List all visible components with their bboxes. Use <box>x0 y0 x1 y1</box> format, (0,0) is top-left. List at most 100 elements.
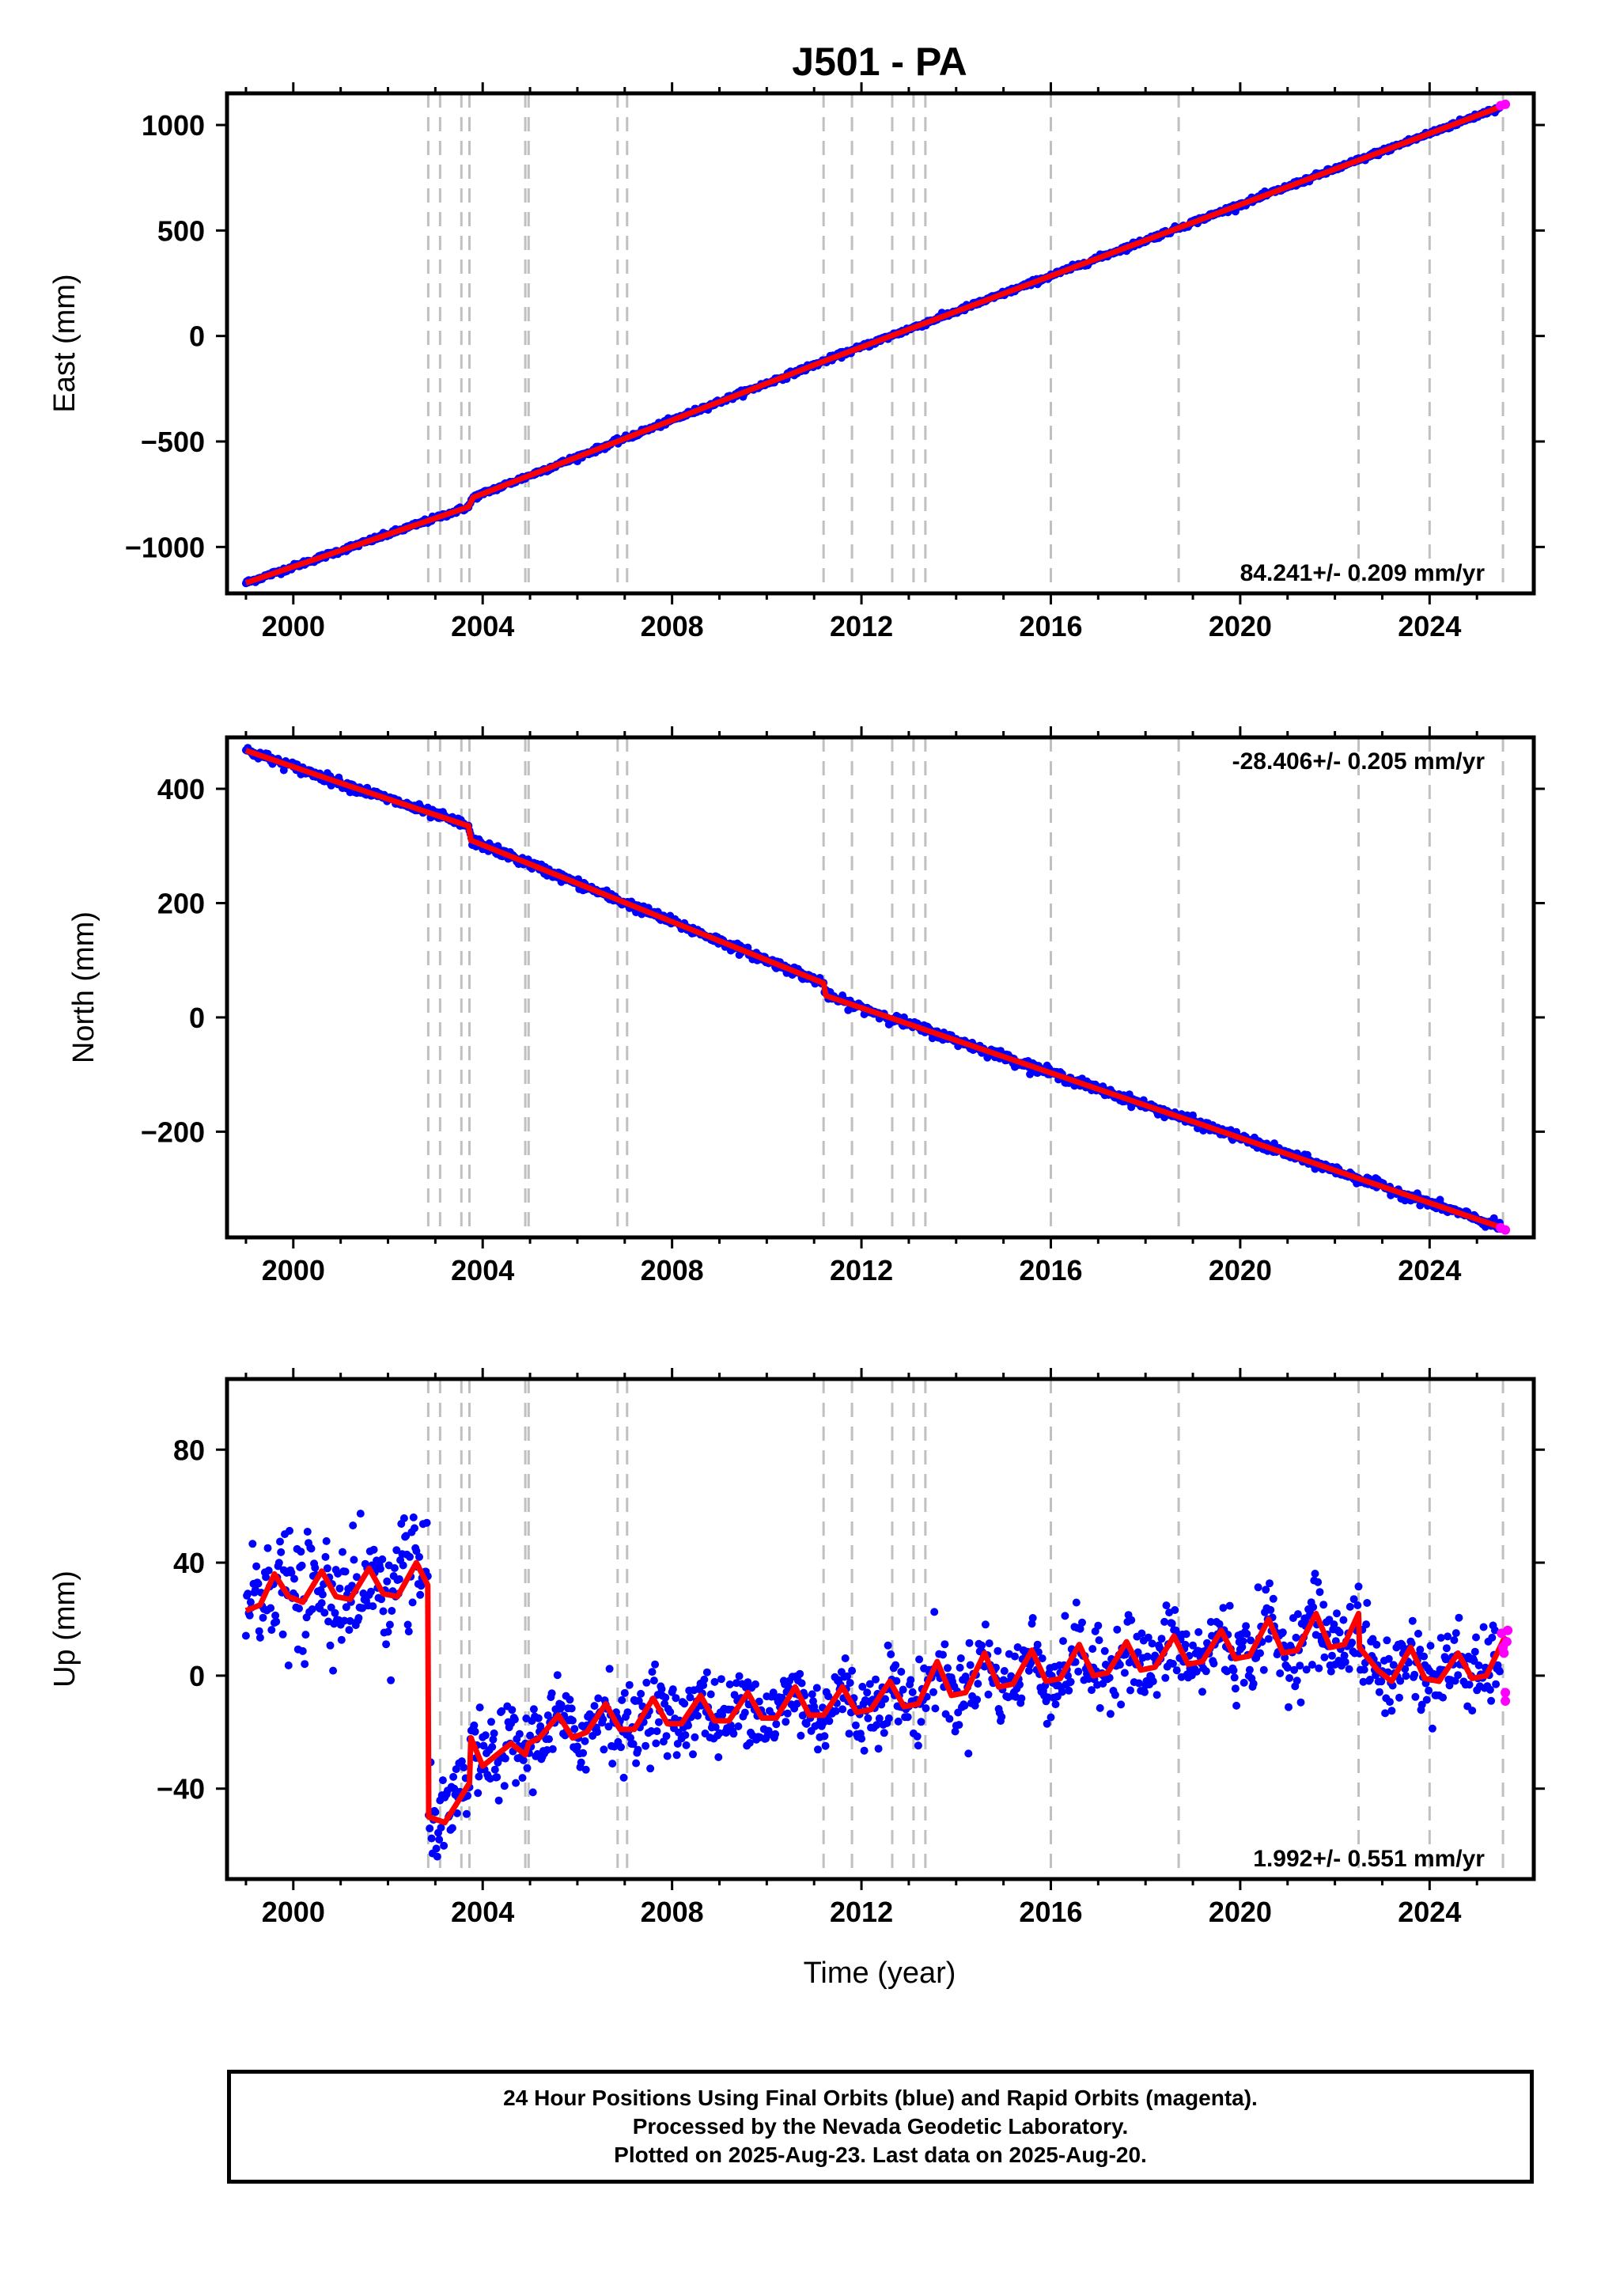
final-orbit-point <box>1293 1610 1302 1619</box>
final-orbit-point <box>981 1620 990 1629</box>
final-orbit-point <box>1395 1693 1403 1702</box>
rapid-orbit-point <box>1503 1625 1513 1635</box>
final-orbit-point <box>547 1689 556 1698</box>
final-orbit-point <box>1389 1661 1398 1669</box>
final-orbit-point <box>913 1732 922 1741</box>
y-tick-label: 0 <box>189 1002 205 1034</box>
final-orbit-point <box>376 1564 384 1573</box>
final-orbit-point <box>267 1604 275 1612</box>
final-orbit-point <box>318 1590 327 1599</box>
footer-line-2: Processed by the Nevada Geodetic Laborat… <box>632 2114 1129 2139</box>
final-orbit-point <box>966 1661 975 1669</box>
final-orbit-point <box>824 1692 833 1700</box>
model-fit-line <box>244 1559 1508 1826</box>
final-orbit-point <box>1259 1665 1268 1674</box>
final-orbit-point <box>377 1595 386 1604</box>
final-orbit-point <box>626 1733 634 1742</box>
final-orbit-point <box>1474 1661 1483 1669</box>
final-orbit-point <box>1365 1676 1374 1684</box>
final-orbit-point <box>1144 1633 1152 1642</box>
final-orbit-point <box>345 1626 354 1635</box>
final-orbit-point <box>647 1727 656 1735</box>
final-orbit-point <box>1420 1652 1429 1661</box>
final-orbit-point <box>1256 1649 1264 1658</box>
final-orbit-point <box>1442 1644 1451 1653</box>
final-orbit-point <box>1249 1680 1258 1688</box>
final-orbit-point <box>632 1759 641 1767</box>
velocity-rate-label: 84.241+/- 0.209 mm/yr <box>1240 560 1486 586</box>
final-orbit-point <box>1266 1579 1274 1588</box>
y-tick-label: 500 <box>157 214 205 247</box>
final-orbit-point <box>1061 1612 1069 1620</box>
final-orbit-point <box>1346 1602 1354 1611</box>
final-orbit-point <box>448 1824 456 1832</box>
final-orbit-point <box>317 1599 326 1608</box>
final-orbit-point <box>825 1717 834 1726</box>
panel-3: 2000 2004 2008 2012 2016 2020 2024 −40 0 40 80 Up (… <box>48 1368 1545 1928</box>
final-orbit-point <box>435 1836 444 1844</box>
final-orbit-point <box>278 1630 287 1639</box>
final-orbit-point <box>960 1701 969 1710</box>
final-orbit-point <box>440 1841 449 1850</box>
final-orbit-point <box>740 1708 749 1717</box>
final-orbit-point <box>872 1675 880 1684</box>
final-orbit-point <box>922 1704 930 1713</box>
final-orbit-point <box>1341 1658 1349 1666</box>
final-orbit-point <box>978 1641 986 1650</box>
final-orbit-point <box>802 1719 811 1728</box>
final-orbit-point <box>814 1745 822 1754</box>
final-orbit-point <box>691 1733 699 1741</box>
final-orbit-point <box>623 1708 632 1717</box>
final-orbit-point <box>684 1721 692 1730</box>
final-orbit-point <box>625 1680 634 1689</box>
final-orbit-point <box>642 1741 650 1750</box>
final-orbit-point <box>915 1655 924 1664</box>
final-orbit-point <box>327 1603 335 1612</box>
final-orbit-point <box>1386 1698 1394 1707</box>
final-orbit-point <box>1314 1578 1323 1586</box>
final-orbit-point <box>462 1809 471 1818</box>
final-orbit-point <box>646 1764 655 1773</box>
final-orbit-point <box>1143 1652 1152 1661</box>
final-orbit-point <box>422 1518 431 1527</box>
final-orbit-point <box>501 1754 509 1763</box>
final-orbit-point <box>1327 1667 1335 1676</box>
final-orbit-point <box>262 1573 271 1582</box>
x-tick-label: 2020 <box>1209 1896 1272 1928</box>
final-orbit-point <box>1455 1613 1463 1622</box>
final-orbit-point <box>710 1677 719 1686</box>
y-tick-label: −40 <box>157 1773 205 1805</box>
final-orbit-point <box>930 1608 939 1616</box>
final-orbit-point <box>470 1721 479 1730</box>
final-orbit-point <box>415 1552 423 1561</box>
final-orbit-point <box>1194 1627 1203 1636</box>
final-orbit-point <box>717 1675 725 1684</box>
final-orbit-point <box>744 1678 752 1687</box>
final-orbit-point <box>369 1545 378 1554</box>
final-orbit-point <box>1026 1070 1035 1078</box>
x-tick-label: 2020 <box>1209 1254 1272 1286</box>
final-orbit-point <box>1339 1616 1348 1624</box>
final-orbit-point <box>662 1732 671 1741</box>
final-orbit-point <box>1141 1688 1149 1696</box>
velocity-rate-label: 1.992+/- 0.551 mm/yr <box>1253 1846 1485 1872</box>
final-orbit-point <box>1411 1692 1420 1701</box>
final-orbit-point <box>1065 1686 1073 1695</box>
final-orbit-point <box>755 1697 763 1706</box>
final-orbit-point <box>508 1706 517 1714</box>
final-orbit-point <box>666 1707 675 1716</box>
final-orbit-point <box>342 1603 350 1612</box>
final-orbit-point <box>1345 1665 1353 1673</box>
final-orbit-point <box>812 1684 821 1692</box>
final-orbit-point <box>577 1758 585 1767</box>
final-orbit-point <box>403 1620 412 1629</box>
final-orbit-point <box>661 1693 670 1702</box>
final-orbit-point <box>841 1654 850 1662</box>
final-orbit-point <box>956 1654 965 1662</box>
final-orbit-point <box>553 1671 562 1680</box>
final-orbit-point <box>1328 1651 1336 1660</box>
final-orbit-point <box>864 1714 872 1722</box>
final-orbit-point <box>264 1567 273 1574</box>
final-orbit-point <box>1126 1686 1134 1695</box>
